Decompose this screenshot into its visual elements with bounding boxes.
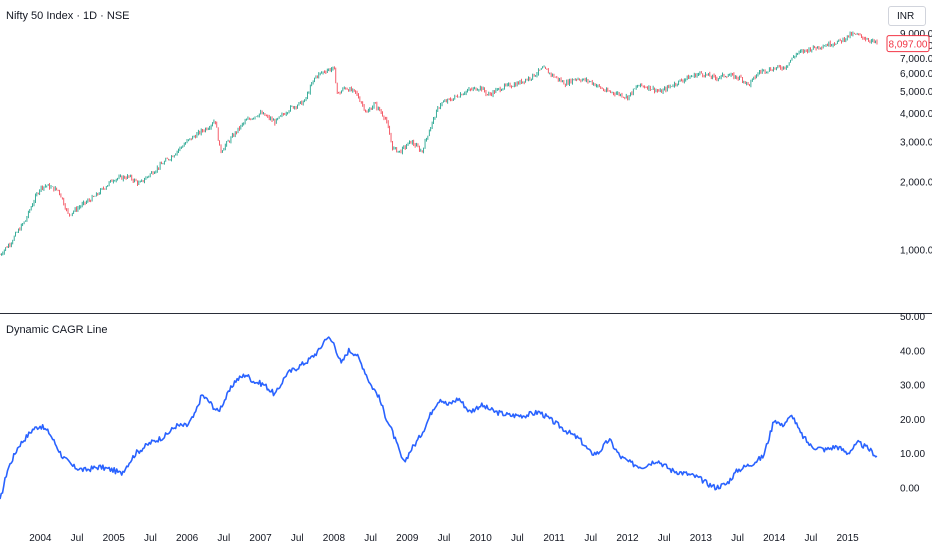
time-tick-label: 2015 xyxy=(837,533,860,544)
cagr-line-group xyxy=(0,336,878,500)
time-tick-label: Jul xyxy=(511,533,524,544)
price-tick-label: 7,000.00 xyxy=(900,54,932,65)
cagr-tick-label: 0.00 xyxy=(900,483,920,494)
time-tick-label: Jul xyxy=(71,533,84,544)
time-tick-label: 2011 xyxy=(543,533,565,544)
time-tick-label: 2010 xyxy=(470,533,493,544)
time-tick-label: Jul xyxy=(364,533,377,544)
price-tick-label: 6,000.00 xyxy=(900,69,932,80)
time-axis: 2004 Jul 2005 Jul 2006 Jul 2007 Jul 2008 Jul 2009 J… xyxy=(29,533,859,544)
time-tick-label: 2008 xyxy=(323,533,346,544)
time-tick-label: 2006 xyxy=(176,533,199,544)
price-axis: 1,000.00 2,000.00 3,000.00 4,000.00 5,000.00… xyxy=(900,29,932,256)
price-tick-label: 1,000.00 xyxy=(900,246,932,257)
last-price-group: 8,097.00 xyxy=(886,35,930,53)
cagr-axis: 0.00 10.00 20.00 30.00 40.00 50.00 xyxy=(900,312,925,494)
time-tick-label: 2004 xyxy=(29,533,52,544)
last-price-badge xyxy=(886,35,930,53)
price-tick-label: 4,000.00 xyxy=(900,109,932,120)
price-tick-label: 9,000.00 xyxy=(900,29,932,40)
indicator-title: Dynamic CAGR Line xyxy=(6,324,108,336)
time-tick-label: Jul xyxy=(144,533,157,544)
time-tick-label: 2012 xyxy=(616,533,639,544)
time-tick-label: Jul xyxy=(217,533,230,544)
time-tick-label: 2005 xyxy=(103,533,126,544)
cagr-tick-label: 10.00 xyxy=(900,449,925,460)
time-tick-label: 2014 xyxy=(763,533,786,544)
time-tick-label: 2013 xyxy=(690,533,713,544)
cagr-tick-label: 50.00 xyxy=(900,312,925,323)
cagr-tick-label: 30.00 xyxy=(900,381,925,392)
cagr-tick-label: 20.00 xyxy=(900,415,925,426)
time-tick-label: Jul xyxy=(805,533,818,544)
price-tick-label: 5,000.00 xyxy=(900,87,932,98)
last-price-label: 8,097.00 xyxy=(889,40,928,51)
time-tick-label: Jul xyxy=(291,533,304,544)
time-tick-label: Jul xyxy=(658,533,671,544)
cagr-series-line xyxy=(0,336,878,500)
time-tick-label: Jul xyxy=(438,533,451,544)
time-tick-label: Jul xyxy=(731,533,744,544)
time-tick-label: 2009 xyxy=(396,533,419,544)
currency-button[interactable]: INR xyxy=(888,6,926,26)
cagr-tick-label: 40.00 xyxy=(900,346,925,357)
price-tick-label: 2,000.00 xyxy=(900,177,932,188)
time-tick-label: 2007 xyxy=(249,533,272,544)
price-candles xyxy=(0,31,878,256)
time-tick-label: Jul xyxy=(584,533,597,544)
chart-title: Nifty 50 Index · 1D · NSE xyxy=(6,10,130,22)
price-tick-label: 3,000.00 xyxy=(900,137,932,148)
